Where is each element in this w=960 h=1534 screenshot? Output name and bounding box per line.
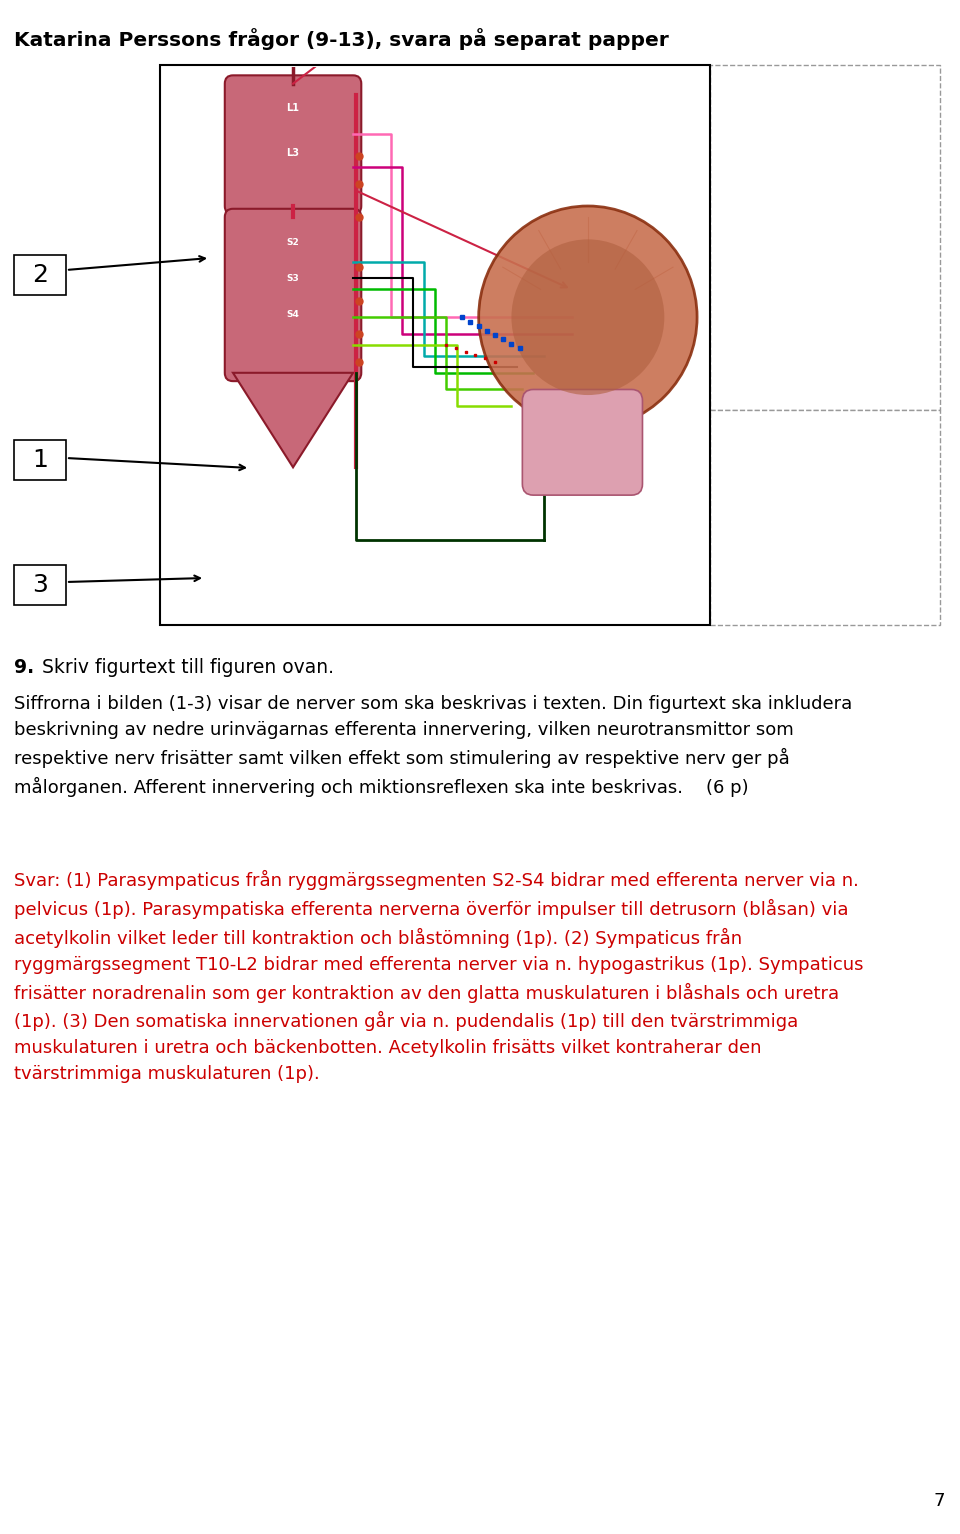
Text: Siffrorna i bilden (1-3) visar de nerver som ska beskrivas i texten. Din figurte: Siffrorna i bilden (1-3) visar de nerver… [14, 695, 852, 796]
FancyBboxPatch shape [225, 209, 361, 380]
Polygon shape [233, 373, 353, 468]
Text: Katarina Perssons frågor (9-13), svara på separat papper: Katarina Perssons frågor (9-13), svara p… [14, 28, 669, 51]
Text: 7: 7 [933, 1493, 945, 1509]
Text: 3: 3 [32, 574, 48, 597]
FancyBboxPatch shape [225, 75, 361, 215]
Text: L3: L3 [286, 147, 300, 158]
Text: 2: 2 [32, 262, 48, 287]
Text: 9.: 9. [14, 658, 35, 676]
Bar [14, 255, 66, 295]
Bar [14, 565, 66, 604]
Text: Skriv figurtext till figuren ovan.: Skriv figurtext till figuren ovan. [36, 658, 334, 676]
Text: 1: 1 [32, 448, 48, 472]
Text: S3: S3 [287, 275, 300, 284]
Bar [14, 440, 66, 480]
Bar [710, 64, 940, 410]
Text: S4: S4 [287, 310, 300, 319]
Text: Svar: (1) Parasympaticus från ryggmärgssegmenten S2-S4 bidrar med efferenta nerv: Svar: (1) Parasympaticus från ryggmärgss… [14, 870, 863, 1083]
Ellipse shape [479, 206, 697, 428]
Text: S2: S2 [287, 238, 300, 247]
Text: L1: L1 [286, 103, 300, 114]
Ellipse shape [512, 239, 664, 396]
Bar [710, 410, 940, 624]
Bar [160, 64, 710, 624]
FancyBboxPatch shape [522, 390, 642, 495]
